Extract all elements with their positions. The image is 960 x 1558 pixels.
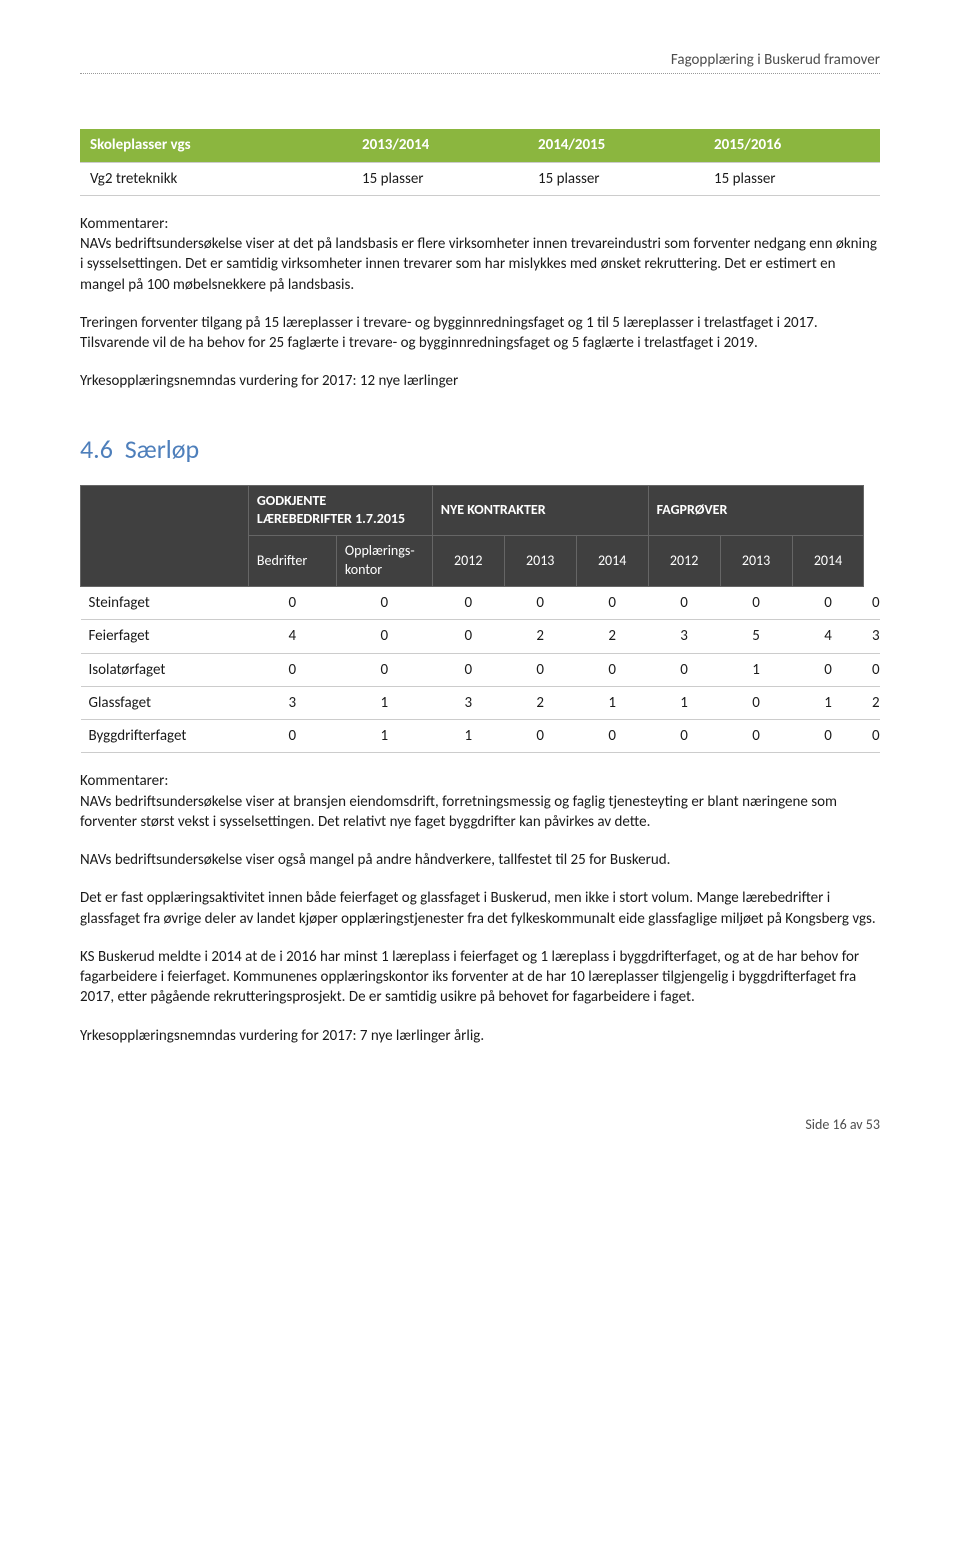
row-label: Byggdrifterfaget <box>81 720 249 753</box>
cell: 2 <box>504 620 576 653</box>
cell: 1 <box>576 686 648 719</box>
cell: 0 <box>576 720 648 753</box>
cell: 0 <box>792 653 864 686</box>
cell: 1 <box>336 686 432 719</box>
cell: 0 <box>864 653 880 686</box>
header-rule <box>80 73 880 74</box>
cell: 2 <box>576 620 648 653</box>
commentary2-p5: Yrkesopplæringsnemndas vurdering for 201… <box>80 1026 880 1046</box>
cell: 0 <box>432 587 504 620</box>
tbl2-s4: 2014 <box>576 536 648 587</box>
tbl2-g1: NYE KONTRAKTER <box>432 485 648 536</box>
table-row: Vg2 treteknikk 15 plasser 15 plasser 15 … <box>80 162 880 195</box>
cell: 0 <box>504 653 576 686</box>
cell: 0 <box>576 587 648 620</box>
cell: 0 <box>648 587 720 620</box>
commentary1: Kommentarer: NAVs bedriftsundersøkelse v… <box>80 214 880 295</box>
skoleplasser-table: Skoleplasser vgs 2013/2014 2014/2015 201… <box>80 129 880 196</box>
row-label: Steinfaget <box>81 587 249 620</box>
cell: 0 <box>248 653 336 686</box>
cell: 1 <box>648 686 720 719</box>
cell: 0 <box>336 587 432 620</box>
commentary2-p2: NAVs bedriftsundersøkelse viser også man… <box>80 850 880 870</box>
cell: 0 <box>248 720 336 753</box>
tbl1-h0: Skoleplasser vgs <box>80 129 352 162</box>
tbl1-c0: Vg2 treteknikk <box>80 162 352 195</box>
commentary2-p4: KS Buskerud meldte i 2014 at de i 2016 h… <box>80 947 880 1008</box>
tbl1-h1: 2013/2014 <box>352 129 528 162</box>
cell: 0 <box>504 720 576 753</box>
tbl2-s5: 2012 <box>648 536 720 587</box>
cell: 2 <box>504 686 576 719</box>
tbl2-g0: GODKJENTE LÆREBEDRIFTER 1.7.2015 <box>248 485 432 536</box>
row-label: Glassfaget <box>81 686 249 719</box>
cell: 1 <box>432 720 504 753</box>
cell: 2 <box>864 686 880 719</box>
commentary-text: NAVs bedriftsundersøkelse viser at brans… <box>80 792 880 833</box>
cell: 0 <box>576 653 648 686</box>
tbl1-h2: 2014/2015 <box>528 129 704 162</box>
cell: 5 <box>720 620 792 653</box>
commentary-text: NAVs bedriftsundersøkelse viser at det p… <box>80 234 880 295</box>
row-label: Isolatørfaget <box>81 653 249 686</box>
commentary2: Kommentarer: NAVs bedriftsundersøkelse v… <box>80 771 880 832</box>
tbl1-c1: 15 plasser <box>352 162 528 195</box>
commentary2-p3: Det er fast opplæringsaktivitet innen bå… <box>80 888 880 929</box>
running-header: Fagopplæring i Buskerud framover <box>80 50 880 70</box>
commentary1-p3: Yrkesopplæringsnemndas vurdering for 201… <box>80 371 880 391</box>
cell: 0 <box>504 587 576 620</box>
cell: 1 <box>336 720 432 753</box>
table-row: Glassfaget313211012 <box>81 686 881 719</box>
cell: 1 <box>720 653 792 686</box>
commentary-label: Kommentarer: <box>80 771 880 791</box>
tbl2-s0: Bedrifter <box>248 536 336 587</box>
section-title: Særløp <box>125 433 200 465</box>
cell: 0 <box>336 653 432 686</box>
cell: 0 <box>432 653 504 686</box>
tbl1-c3: 15 plasser <box>704 162 880 195</box>
tbl2-corner <box>81 485 249 587</box>
cell: 0 <box>720 587 792 620</box>
cell: 0 <box>648 653 720 686</box>
cell: 0 <box>648 720 720 753</box>
tbl2-s7: 2014 <box>792 536 864 587</box>
commentary-label: Kommentarer: <box>80 214 880 234</box>
cell: 0 <box>720 720 792 753</box>
tbl2-s2: 2012 <box>432 536 504 587</box>
tbl1-c2: 15 plasser <box>528 162 704 195</box>
table-row: Byggdrifterfaget011000000 <box>81 720 881 753</box>
cell: 0 <box>720 686 792 719</box>
tbl2-s1: Opplærings-kontor <box>336 536 432 587</box>
cell: 4 <box>248 620 336 653</box>
cell: 3 <box>648 620 720 653</box>
table-row: Isolatørfaget000000100 <box>81 653 881 686</box>
section-num: 4.6 <box>80 433 113 465</box>
tbl1-h3: 2015/2016 <box>704 129 880 162</box>
page-footer: Side 16 av 53 <box>80 1116 880 1135</box>
cell: 0 <box>248 587 336 620</box>
commentary1-p2: Treringen forventer tilgang på 15 lærepl… <box>80 313 880 354</box>
cell: 0 <box>864 587 880 620</box>
section-heading: 4.6 Særløp <box>80 432 880 467</box>
row-label: Feierfaget <box>81 620 249 653</box>
cell: 1 <box>792 686 864 719</box>
cell: 0 <box>792 587 864 620</box>
tbl2-s6: 2013 <box>720 536 792 587</box>
tbl2-g2: FAGPRØVER <box>648 485 864 536</box>
cell: 0 <box>792 720 864 753</box>
cell: 0 <box>432 620 504 653</box>
tbl2-s3: 2013 <box>504 536 576 587</box>
cell: 4 <box>792 620 864 653</box>
cell: 3 <box>864 620 880 653</box>
cell: 0 <box>864 720 880 753</box>
saerlop-table: GODKJENTE LÆREBEDRIFTER 1.7.2015 NYE KON… <box>80 485 880 754</box>
cell: 0 <box>336 620 432 653</box>
cell: 3 <box>432 686 504 719</box>
cell: 3 <box>248 686 336 719</box>
table-row: Steinfaget000000000 <box>81 587 881 620</box>
table-row: Feierfaget400223543 <box>81 620 881 653</box>
